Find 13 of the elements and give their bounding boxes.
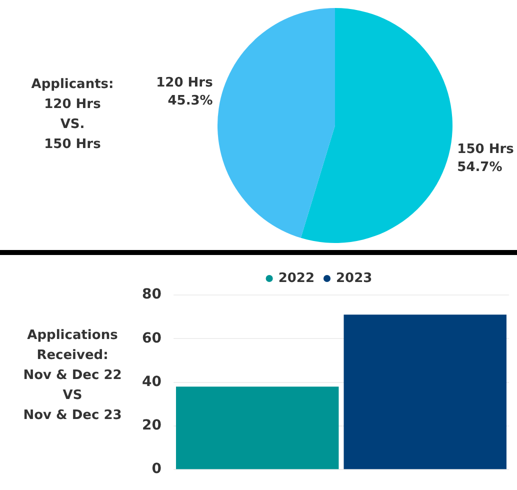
y-tick-label: 60 [142,330,162,346]
slice-label: 120 Hrs [156,76,214,91]
y-tick-label: 0 [152,461,162,478]
y-tick-label: 40 [142,374,162,390]
y-tick-label: 80 [142,286,162,303]
data-label: 54.7% [457,160,502,176]
y-axis-title: Applications Received: Nov & Dec 22 VS Nov & Dec 23 [22,327,123,425]
text: Applicants: 120 Hrs VS. 150 Hrs [30,76,115,154]
legend-label: 2022 [278,270,315,286]
slice-label: 150 Hrs [457,142,514,158]
y-tick-label: 20 [142,418,162,434]
legend-label: 2023 [336,270,372,286]
data-label: 45.3% [168,94,213,109]
